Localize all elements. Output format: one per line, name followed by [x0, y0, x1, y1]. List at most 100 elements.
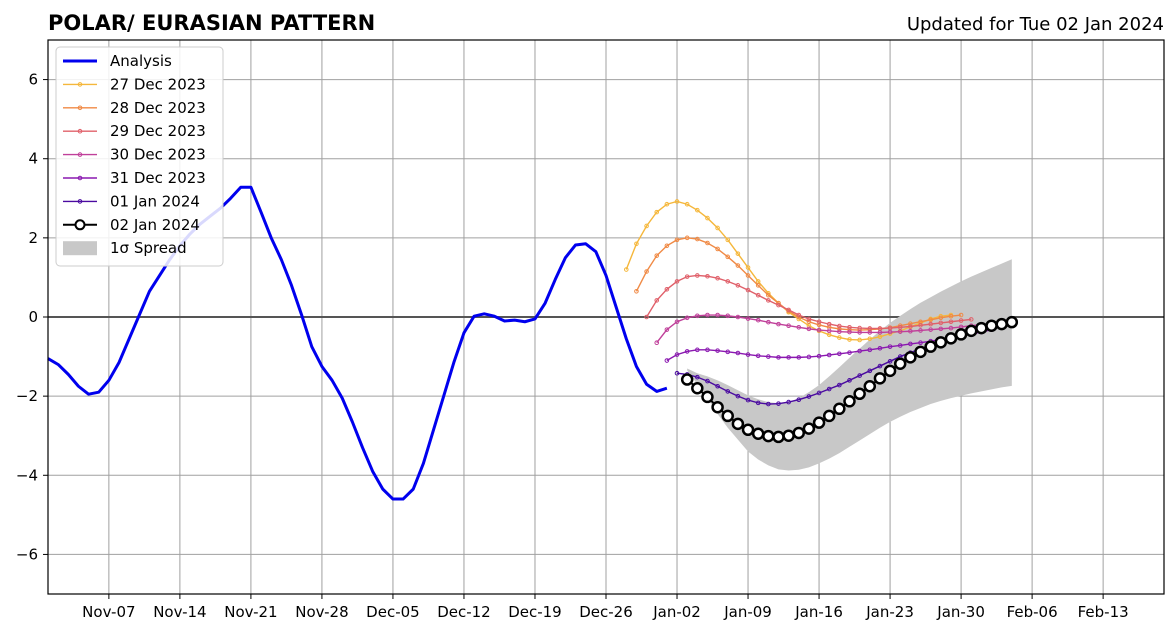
forecast-point: [853, 387, 866, 401]
forecast-point: [735, 350, 741, 356]
forecast-point: [968, 317, 974, 322]
legend-label: Analysis: [110, 52, 172, 70]
forecast-point: [721, 409, 734, 423]
forecast-point: [812, 416, 826, 429]
forecast-point: [684, 349, 690, 354]
forecast-point: [847, 337, 852, 342]
forecast-point: [928, 317, 933, 323]
forecast-point: [691, 381, 704, 395]
forecast-point: [938, 326, 944, 332]
forecast-point: [786, 355, 791, 360]
forecast-point: [766, 292, 771, 298]
forecast-point: [837, 351, 842, 357]
forecast-point: [634, 241, 639, 247]
forecast-point: [762, 429, 775, 443]
forecast-point: [938, 320, 944, 326]
forecast-point: [674, 319, 680, 325]
forecast-point: [715, 383, 720, 389]
x-tick-label: Feb-13: [1078, 603, 1129, 621]
forecast-point: [958, 312, 964, 318]
forecast-point: [745, 397, 751, 403]
forecast-point: [782, 429, 795, 442]
x-tick-label: Dec-19: [508, 603, 562, 621]
forecast-point: [745, 287, 751, 293]
forecast-point: [857, 337, 862, 343]
forecast-point: [766, 401, 771, 407]
forecast-point: [796, 324, 802, 330]
forecast-point: [883, 364, 897, 378]
forecast-point: [847, 378, 852, 383]
forecast-point: [715, 312, 720, 318]
legend-label: 1σ Spread: [110, 239, 187, 257]
forecast-point: [684, 315, 690, 321]
forecast-point: [664, 327, 670, 332]
forecast-point: [725, 237, 731, 243]
x-tick-label: Nov-28: [295, 603, 348, 621]
legend-marker: [77, 199, 83, 204]
forecast-point: [644, 269, 649, 274]
forecast-point: [918, 323, 923, 328]
forecast-point: [873, 372, 887, 385]
forecast-point: [796, 397, 802, 403]
forecast-point: [705, 347, 710, 353]
plot-area: Nov-07 Nov-14 Nov-21 Nov-28 Dec-05 Dec-12 Dec-…: [16, 39, 1165, 621]
forecast-point: [644, 223, 649, 229]
forecast-point: [867, 336, 873, 342]
forecast-point: [908, 324, 913, 329]
forecast-point: [705, 215, 710, 221]
forecast-point: [623, 267, 629, 272]
forecast-point: [897, 343, 903, 348]
forecast-point: [684, 235, 690, 241]
forecast-point: [674, 237, 680, 243]
forecast-point: [826, 321, 832, 327]
legend-label: 28 Dec 2023: [110, 99, 206, 117]
forecast-point: [695, 207, 700, 213]
forecast-point: [816, 353, 822, 359]
forecast-point: [1005, 315, 1019, 329]
forecast-point: [741, 423, 755, 437]
forecast-point: [634, 288, 639, 294]
forecast-point: [705, 273, 710, 279]
forecast-point: [847, 324, 852, 330]
x-tick-label: Dec-26: [579, 603, 633, 621]
forecast-point: [745, 273, 751, 278]
forecast-point: [735, 283, 741, 288]
forecast-point: [664, 201, 670, 207]
forecast-point: [857, 373, 862, 378]
forecast-point: [680, 373, 694, 386]
forecast-point: [654, 298, 660, 303]
spread-band: [687, 259, 1012, 471]
chart-title: POLAR/ EURASIAN PATTERN: [48, 11, 375, 35]
forecast-line: [656, 314, 982, 344]
x-tick-label: Nov-21: [224, 603, 277, 621]
forecast-point: [938, 315, 944, 321]
y-tick-label: 0: [28, 308, 38, 326]
forecast-point: [837, 382, 842, 388]
forecast-point: [786, 307, 791, 313]
forecast-point: [731, 417, 745, 431]
y-tick-label: −4: [16, 466, 38, 484]
forecast-point: [934, 336, 948, 349]
legend-label: 01 Jan 2024: [110, 192, 200, 210]
forecast-point: [654, 209, 660, 215]
forecast-point: [802, 422, 816, 435]
legend-marker: [77, 175, 83, 181]
forecast-point: [735, 314, 741, 320]
x-tick-label: Dec-12: [437, 603, 491, 621]
forecast-point: [867, 368, 873, 374]
forecast-point: [766, 354, 771, 359]
forecast-point: [877, 363, 883, 369]
forecast-point: [695, 347, 700, 353]
forecast-point: [735, 393, 741, 399]
forecast-point: [644, 314, 649, 320]
forecast-line: [645, 274, 972, 330]
forecast-point: [914, 345, 927, 359]
forecast-point: [674, 370, 680, 376]
forecast-point: [695, 273, 700, 278]
forecast-point: [867, 330, 873, 335]
forecast-point: [715, 225, 720, 231]
forecast-point: [806, 326, 812, 332]
forecast-point: [755, 400, 761, 406]
forecast-point: [755, 317, 761, 323]
